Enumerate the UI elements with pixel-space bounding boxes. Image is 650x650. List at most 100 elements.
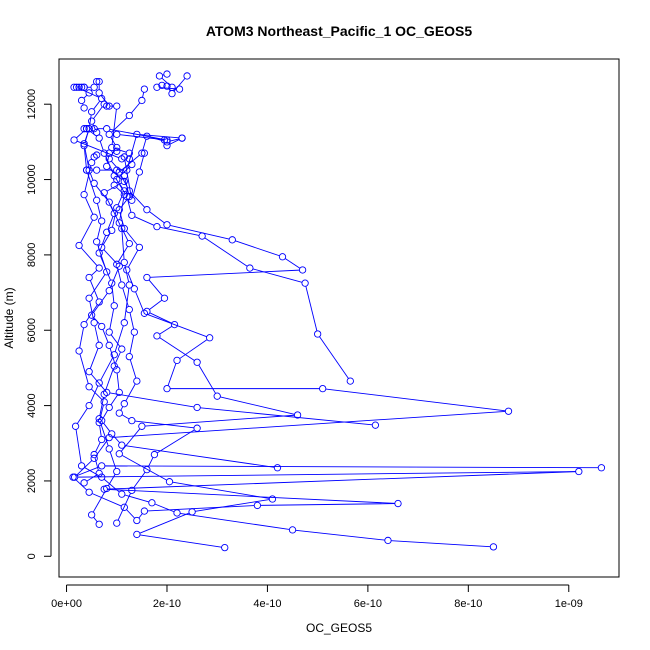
series-segment	[200, 407, 373, 426]
series-segment	[111, 109, 117, 145]
series-segment	[135, 291, 144, 311]
data-point	[95, 298, 103, 306]
series-segment	[120, 406, 124, 411]
data-point	[95, 418, 103, 427]
data-point	[221, 543, 229, 552]
data-point	[115, 409, 123, 417]
series-segment	[124, 265, 130, 283]
series-segment	[91, 388, 103, 400]
data-point	[113, 102, 121, 110]
data-point	[95, 415, 103, 423]
series-segment	[118, 181, 123, 189]
data-point	[75, 347, 83, 355]
series-layer	[69, 70, 606, 552]
data-point	[71, 422, 80, 430]
data-point	[206, 334, 214, 342]
data-point	[138, 422, 146, 430]
data-point	[125, 111, 133, 120]
series-segment	[99, 141, 104, 151]
series-segment	[145, 414, 295, 427]
series-segment	[127, 137, 137, 168]
data-point	[125, 239, 133, 248]
data-point	[163, 70, 171, 78]
series-segment	[109, 451, 117, 469]
data-point	[90, 319, 98, 327]
data-point	[115, 168, 123, 176]
data-point	[87, 108, 96, 116]
data-point	[138, 96, 146, 105]
series-segment	[133, 471, 146, 489]
series-segment	[75, 466, 99, 477]
series-segment	[122, 287, 129, 307]
data-point	[120, 319, 128, 327]
series-segment	[96, 203, 102, 218]
series-segment	[252, 268, 303, 283]
data-point	[138, 149, 146, 157]
series-segment	[91, 493, 122, 507]
data-point	[125, 352, 133, 361]
data-point	[98, 417, 106, 425]
series-segment	[84, 131, 89, 143]
data-point	[103, 484, 111, 493]
series-segment	[121, 414, 130, 420]
series-segment	[83, 94, 88, 99]
data-point	[120, 503, 128, 511]
series-segment	[94, 457, 99, 471]
data-point	[95, 77, 103, 86]
series-segment	[93, 106, 103, 119]
series-segment	[99, 404, 104, 420]
x-tick-label: 2e-10	[153, 598, 181, 610]
y-tick-label: 6000	[26, 318, 38, 342]
series-segment	[127, 199, 132, 213]
data-point	[278, 253, 287, 261]
data-point	[193, 403, 201, 412]
series-profile-11	[70, 83, 98, 112]
series-segment	[89, 301, 94, 320]
data-point	[213, 392, 221, 400]
x-tick-label: 4e-10	[253, 598, 281, 610]
series-segment	[131, 192, 146, 208]
data-point	[597, 464, 606, 472]
series-segment	[83, 148, 87, 167]
series-segment	[139, 512, 190, 534]
data-point	[143, 206, 151, 214]
series-segment	[107, 216, 114, 230]
series-segment	[109, 128, 164, 140]
series-profile-13	[82, 130, 186, 174]
series-segment	[84, 146, 89, 168]
data-point	[273, 464, 282, 472]
data-point	[135, 243, 144, 252]
data-point	[77, 96, 86, 105]
data-point	[93, 166, 101, 174]
series-segment	[147, 313, 207, 338]
data-point	[158, 81, 166, 90]
data-point	[103, 268, 111, 276]
series-profile-3	[69, 85, 606, 525]
data-point	[90, 83, 98, 91]
data-point	[75, 241, 83, 250]
x-tick-label: 1e-09	[555, 598, 583, 610]
data-point	[128, 211, 136, 219]
data-point	[95, 379, 103, 387]
data-point	[346, 377, 354, 385]
series-profile-14	[80, 125, 171, 144]
data-point	[246, 264, 254, 272]
series-segment	[148, 279, 163, 297]
data-point	[268, 495, 277, 503]
series-segment	[284, 258, 301, 269]
series-segment	[126, 509, 135, 519]
data-point	[168, 90, 176, 98]
data-point	[113, 260, 121, 268]
series-segment	[106, 156, 110, 164]
data-point	[123, 166, 131, 174]
series-segment	[113, 435, 120, 444]
data-point	[95, 469, 103, 478]
data-point	[93, 238, 101, 246]
series-segment	[131, 102, 141, 114]
series-segment	[295, 529, 385, 541]
data-point	[103, 102, 111, 110]
data-point	[128, 196, 136, 204]
data-point	[253, 501, 262, 510]
data-point	[135, 168, 144, 176]
